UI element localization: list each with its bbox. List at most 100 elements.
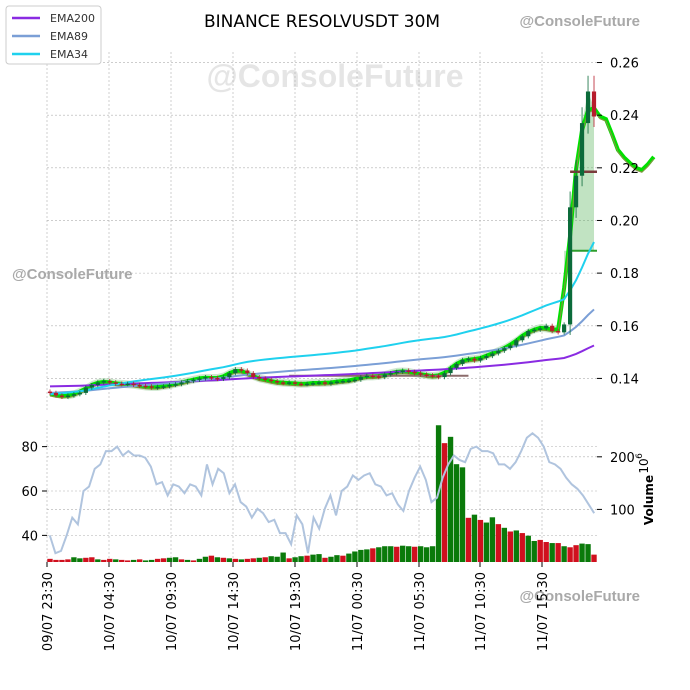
price-grid <box>46 52 597 410</box>
volume-bar <box>334 555 340 562</box>
candle-body <box>263 378 268 380</box>
candle-body <box>364 375 369 378</box>
volume-bar <box>113 559 119 562</box>
x-tick-label: 10/07 09:30 <box>165 572 180 651</box>
candle-body <box>179 382 184 385</box>
volume-bar <box>65 559 71 562</box>
volume-bar <box>489 517 496 562</box>
candle-body <box>460 359 465 364</box>
x-tick-label: 11/07 10:30 <box>474 572 489 651</box>
price-tick-label: 0.14 <box>610 372 639 387</box>
volume-bar <box>483 522 490 562</box>
x-tick-label: 10/07 19:30 <box>289 572 304 651</box>
candle-body <box>376 376 381 378</box>
candle-body <box>346 380 351 383</box>
volume-bar <box>220 557 227 562</box>
volume-bar <box>513 530 519 562</box>
candle-body <box>113 382 118 384</box>
candle-body <box>304 383 310 386</box>
candle-body <box>352 379 357 382</box>
price-tick-label: 0.18 <box>610 267 639 282</box>
candle-body <box>514 340 519 346</box>
candle-body <box>245 370 250 374</box>
candle-body <box>490 353 495 357</box>
volume-bar <box>459 467 466 562</box>
volume-bar <box>190 560 197 562</box>
candle-body <box>573 175 579 208</box>
volume-bar <box>579 543 585 562</box>
volume-bar <box>364 549 370 562</box>
candle-body <box>448 367 453 374</box>
volume-bar <box>543 542 549 562</box>
volume-bar <box>172 557 179 562</box>
candle-body <box>454 363 459 368</box>
volume-bar <box>107 558 113 562</box>
volume-bar <box>226 558 233 562</box>
candle-body <box>185 381 190 383</box>
candle-body <box>334 381 340 384</box>
volume-bar <box>501 527 508 562</box>
ema34-line <box>49 241 595 396</box>
volume-bar <box>411 546 418 562</box>
volume-bar <box>525 535 531 562</box>
candle-body <box>125 383 130 386</box>
volume-bar <box>394 546 400 562</box>
volume-bar <box>423 547 430 562</box>
volume-bar <box>262 557 268 562</box>
candle-body <box>562 324 567 333</box>
volume-bar <box>125 560 131 562</box>
candle-body <box>137 384 142 387</box>
volume-bar <box>358 549 364 562</box>
oscillator-line <box>48 432 596 555</box>
candle-body <box>508 345 513 349</box>
vol-tick-label: 200 <box>610 451 635 466</box>
candle-body <box>484 356 489 358</box>
volume-bar <box>304 555 310 562</box>
volume-bar <box>292 557 298 562</box>
volume-bar <box>59 559 65 562</box>
x-tick-label: 09/07 23:30 <box>41 572 56 651</box>
x-tick-label: 10/07 14:30 <box>227 572 242 651</box>
volume-bar <box>119 559 125 562</box>
osc-tick-label: 40 <box>21 529 38 544</box>
candle-body <box>550 325 555 332</box>
volume-bar <box>405 546 412 562</box>
volume-bar <box>507 531 514 562</box>
candle-body <box>418 373 423 375</box>
candle-body <box>83 387 88 393</box>
price-tick-label: 0.20 <box>610 214 639 229</box>
vol-tick-label: 100 <box>610 503 635 518</box>
legend-label-ema200: EMA200 <box>50 12 95 25</box>
volume-bar <box>322 557 328 562</box>
trend-ribbon-fill <box>67 104 595 400</box>
candle-body <box>436 375 441 378</box>
volume-bar <box>256 557 262 562</box>
candle-body <box>424 374 429 376</box>
price-tick-label: 0.24 <box>610 109 639 124</box>
volume-bar <box>77 558 83 562</box>
candle-body <box>591 91 597 117</box>
volume-bar <box>352 551 358 562</box>
candle-body <box>149 386 154 388</box>
volume-bar <box>101 559 107 562</box>
volume-bar <box>453 464 460 562</box>
candle-body <box>173 384 178 386</box>
volume-bar <box>537 539 543 562</box>
volume-bar <box>208 555 215 562</box>
candle-body <box>532 329 537 332</box>
candle-body <box>430 375 435 377</box>
volume-bar <box>310 554 316 562</box>
price-tick-label: 0.26 <box>610 57 639 72</box>
price-axis: 0.14 0.16 0.18 0.20 0.22 0.24 0.26 <box>597 57 639 387</box>
volume-bar <box>160 558 167 562</box>
candles <box>47 75 597 399</box>
volume-bar <box>250 558 256 562</box>
volume-bar <box>166 557 173 562</box>
volume-bar <box>441 443 448 562</box>
candle-body <box>251 373 256 378</box>
volume-bar <box>531 540 537 562</box>
candle-body <box>382 374 387 378</box>
candle-body <box>89 384 94 388</box>
volume-bar <box>53 559 59 562</box>
volume-bar <box>328 556 334 562</box>
